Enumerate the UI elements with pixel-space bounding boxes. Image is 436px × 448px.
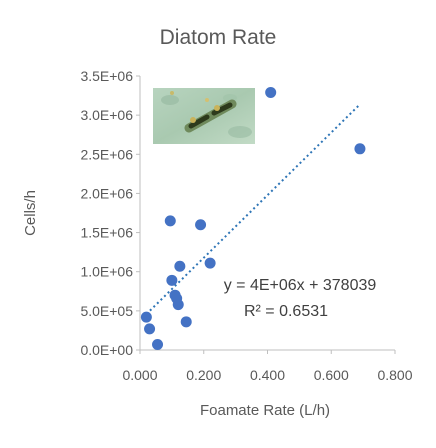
chart-title: Diatom Rate <box>160 26 277 49</box>
data-point <box>172 299 184 311</box>
data-points <box>140 86 366 351</box>
x-tick-label: 0.200 <box>186 367 221 383</box>
data-point <box>164 215 176 227</box>
y-axis-ticks: 0.0E+00 5.0E+05 1.0E+06 1.5E+06 2.0E+06 2.5E+… <box>80 68 140 358</box>
x-tick-label: 0.600 <box>314 367 349 383</box>
y-tick-label: 0.0E+00 <box>80 342 133 358</box>
trendline-r-squared: R² = 0.6531 <box>244 303 328 320</box>
y-tick-label: 3.5E+06 <box>80 68 133 84</box>
axes <box>139 76 395 351</box>
diatom-micrograph-image <box>153 88 255 144</box>
x-axis-ticks: 0.000 0.200 0.400 0.600 0.800 <box>122 350 413 383</box>
y-tick-label: 3.0E+06 <box>80 107 133 123</box>
data-point <box>166 274 178 286</box>
y-tick-label: 2.5E+06 <box>80 146 133 162</box>
trendline-equation: y = 4E+06x + 378039 <box>224 277 377 294</box>
data-point <box>354 143 366 155</box>
data-point <box>204 257 216 269</box>
data-point <box>140 311 152 323</box>
x-tick-label: 0.800 <box>377 367 412 383</box>
y-tick-label: 1.0E+06 <box>80 264 133 280</box>
y-tick-label: 5.0E+05 <box>80 303 133 319</box>
x-tick-label: 0.400 <box>250 367 285 383</box>
y-tick-label: 2.0E+06 <box>80 185 133 201</box>
data-point <box>144 323 156 335</box>
data-point <box>174 260 186 272</box>
data-point <box>265 86 277 98</box>
y-tick-label: 1.5E+06 <box>80 225 133 241</box>
data-point <box>195 219 207 231</box>
data-point <box>152 339 164 351</box>
x-axis-label: Foamate Rate (L/h) <box>200 402 330 419</box>
y-axis-label: Cells/h <box>22 190 39 236</box>
data-point <box>180 316 192 328</box>
x-tick-label: 0.000 <box>122 367 157 383</box>
